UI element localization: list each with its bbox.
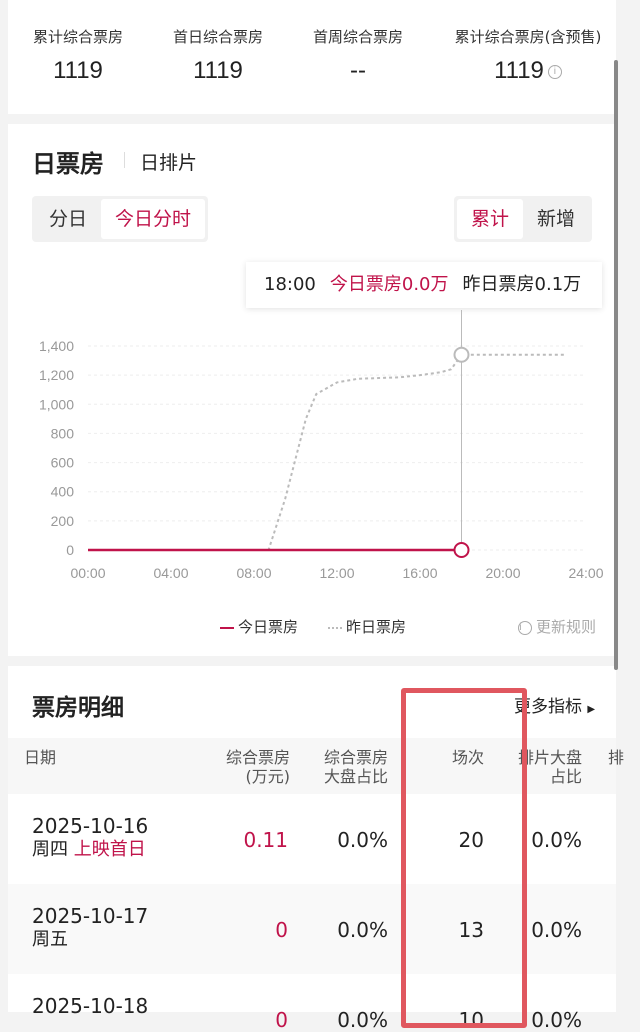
x-tick-label: 12:00 xyxy=(319,565,354,581)
tab-incremental[interactable]: 新增 xyxy=(537,208,576,230)
divider xyxy=(124,152,125,168)
update-rules-label: 更新规则 xyxy=(536,618,597,636)
info-icon: i xyxy=(518,620,532,635)
series-line-yesterday xyxy=(88,353,566,551)
tooltip-today: 今日票房0.0万 xyxy=(329,274,449,295)
tooltip-time: 18:00 xyxy=(264,274,316,295)
y-tick-label: 400 xyxy=(51,484,75,500)
metric-toggle: 累计 新增 xyxy=(454,196,593,242)
stat-label: 累计综合票房 xyxy=(32,28,123,46)
more-metrics-link[interactable]: 更多指标 ▶ xyxy=(514,692,595,717)
legend-today: 今日票房 xyxy=(220,616,298,637)
col-box-office[interactable]: 综合票房 (万元) xyxy=(225,748,290,786)
stat-value: 1119 xyxy=(53,57,103,84)
legend-yesterday: 昨日票房 xyxy=(328,616,406,637)
row-date: 2025-10-16 xyxy=(32,814,149,838)
stat-value: -- xyxy=(350,57,366,84)
stat-total: 累计综合票房 1119 xyxy=(28,26,128,85)
row-weekday: 周五 xyxy=(32,929,68,950)
row-date: 2025-10-18 xyxy=(32,994,149,1018)
legend-dashed-swatch xyxy=(328,626,342,629)
table-header-bg xyxy=(8,738,616,794)
row-date: 2025-10-17 xyxy=(32,904,149,928)
stat-first-week: 首周综合票房 -- xyxy=(308,26,408,85)
x-tick-label: 16:00 xyxy=(402,565,437,581)
row-box-share: 0.0% xyxy=(337,828,388,852)
update-rules-link[interactable]: i 更新规则 xyxy=(518,616,596,637)
highlight-point xyxy=(453,346,470,363)
row-schedule-share: 0.0% xyxy=(531,918,582,942)
row-tag: 上映首日 xyxy=(73,839,146,860)
box-office-detail-card: 票房明细 更多指标 ▶ 日期 综合票房 (万元) 综合票房 大盘占比 场次 排片… xyxy=(8,666,624,1032)
stat-label: 首日综合票房 xyxy=(172,28,263,46)
tooltip-yesterday: 昨日票房0.1万 xyxy=(462,274,582,295)
col-box-share[interactable]: 综合票房 大盘占比 xyxy=(323,748,388,786)
x-tick-label: 08:00 xyxy=(236,565,271,581)
legend-solid-swatch xyxy=(220,626,234,629)
table-row-bg xyxy=(8,884,616,974)
y-tick-label: 0 xyxy=(66,542,74,558)
stat-label: 首周综合票房 xyxy=(312,28,403,46)
y-tick-label: 600 xyxy=(51,455,75,471)
box-office-chart[interactable]: 0 200 400 600 800 1,000 1,200 1,400 00:00 04:00 08… xyxy=(8,310,616,600)
row-shows: 20 xyxy=(458,828,484,852)
highlight-point xyxy=(453,542,470,558)
y-tick-label: 800 xyxy=(51,425,75,441)
stats-card: 累计综合票房 1119 首日综合票房 1119 首周综合票房 -- 累计综合票房(含预… xyxy=(8,0,616,114)
tab-today-hourly[interactable]: 今日分时 xyxy=(101,199,206,239)
stat-total-presale: 累计综合票房(含预售) 1119 i xyxy=(448,26,608,85)
y-tick-label: 1,000 xyxy=(39,396,74,412)
chart-tooltip: 18:00 今日票房0.0万 昨日票房0.1万 xyxy=(246,262,602,308)
section-title: 票房明细 xyxy=(32,695,124,721)
row-weekday: 周四 xyxy=(32,839,68,860)
more-metrics-label: 更多指标 xyxy=(514,697,582,717)
col-date[interactable]: 日期 xyxy=(24,748,57,767)
row-shows: 13 xyxy=(458,918,484,942)
caret-right-icon: ▶ xyxy=(587,704,596,715)
legend-label: 今日票房 xyxy=(238,618,299,636)
mode-toggle: 分日 今日分时 xyxy=(32,196,209,242)
y-tick-label: 1,400 xyxy=(39,338,74,354)
tab-cumulative[interactable]: 累计 xyxy=(457,199,524,239)
x-tick-label: 24:00 xyxy=(568,565,603,581)
col-more[interactable]: 排 xyxy=(608,748,625,767)
highlight-annotation-box xyxy=(401,688,527,1028)
daily-box-office-card: 日票房 日排片 分日 今日分时 累计 新增 18:00 今日票房0.0万 昨日票房0… xyxy=(8,124,616,656)
col-schedule-share[interactable]: 排片大盘 占比 xyxy=(517,748,582,786)
tab-by-day[interactable]: 分日 xyxy=(49,208,88,230)
x-tick-label: 04:00 xyxy=(153,565,188,581)
stat-first-day: 首日综合票房 1119 xyxy=(168,26,268,85)
scrollbar[interactable] xyxy=(614,60,618,670)
row-box-office: 0 xyxy=(275,918,288,942)
row-schedule-share: 0.0% xyxy=(531,828,582,852)
y-tick-label: 200 xyxy=(51,513,75,529)
y-tick-label: 1,200 xyxy=(39,367,74,383)
section-title: 日票房 xyxy=(32,150,104,178)
legend-label: 昨日票房 xyxy=(346,618,407,636)
row-box-share: 0.0% xyxy=(337,918,388,942)
stat-value: 1119 xyxy=(193,57,243,84)
x-tick-label: 20:00 xyxy=(485,565,520,581)
row-box-office: 0.11 xyxy=(243,828,288,852)
stat-value: 1119 xyxy=(494,57,544,84)
col-shows[interactable]: 场次 xyxy=(451,748,484,767)
stat-label: 累计综合票房(含预售) xyxy=(454,28,602,46)
info-icon[interactable]: i xyxy=(547,64,562,79)
tab-daily-schedule[interactable]: 日排片 xyxy=(140,152,198,174)
x-tick-label: 00:00 xyxy=(70,565,105,581)
